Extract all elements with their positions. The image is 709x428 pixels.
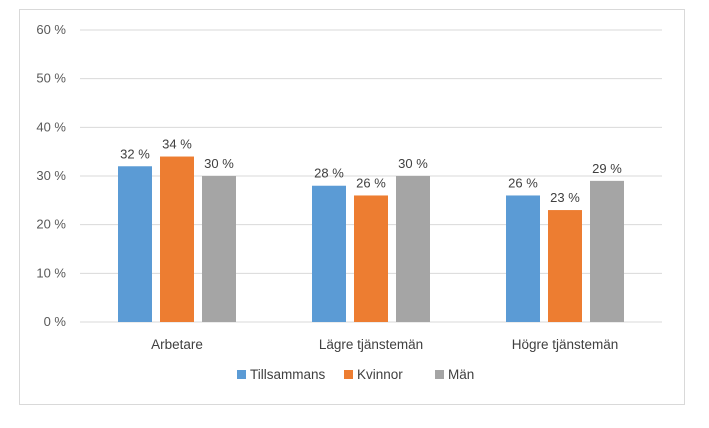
data-label: 23 % [550, 190, 580, 205]
bar-m-n [590, 180, 624, 322]
data-label: 30 % [398, 156, 428, 171]
data-label: 30 % [204, 156, 234, 171]
x-category-label: Arbetare [151, 337, 203, 352]
legend-label: Kvinnor [357, 367, 403, 382]
data-label: 28 % [314, 166, 344, 181]
bar-kvinnor [160, 156, 194, 322]
data-label: 34 % [162, 137, 192, 152]
y-tick-label: 50 % [36, 71, 66, 86]
bar-tillsammans [506, 195, 540, 322]
legend-swatch [237, 370, 246, 379]
y-tick-label: 60 % [36, 22, 66, 37]
data-labels: 32 % 34 % 30 % 28 % 26 % 30 % 26 % 23 % 29 % [120, 137, 622, 206]
bar-tillsammans [312, 185, 346, 322]
bars [118, 156, 624, 322]
legend-label: Tillsammans [250, 367, 326, 382]
legend-swatch [344, 370, 353, 379]
bar-kvinnor [548, 210, 582, 322]
y-tick-label: 40 % [36, 119, 66, 134]
bar-m-n [202, 176, 236, 322]
bar-kvinnor [354, 195, 388, 322]
x-axis-categories: Arbetare Lägre tjänstemän Högre tjänstemän [151, 337, 618, 352]
data-label: 29 % [592, 161, 622, 176]
data-label: 26 % [508, 175, 538, 190]
bar-m-n [396, 176, 430, 322]
x-category-label: Högre tjänstemän [512, 337, 619, 352]
legend: Tillsammans Kvinnor Män [237, 367, 474, 382]
y-tick-label: 30 % [36, 168, 66, 183]
legend-label: Män [448, 367, 474, 382]
y-tick-label: 0 % [44, 314, 67, 329]
y-tick-label: 20 % [36, 217, 66, 232]
data-label: 26 % [356, 175, 386, 190]
y-tick-label: 10 % [36, 265, 66, 280]
bar-tillsammans [118, 166, 152, 322]
y-axis-ticks: 0 % 10 % 20 % 30 % 40 % 50 % 60 % [36, 22, 66, 329]
x-category-label: Lägre tjänstemän [319, 337, 423, 352]
data-label: 32 % [120, 146, 150, 161]
legend-swatch [435, 370, 444, 379]
